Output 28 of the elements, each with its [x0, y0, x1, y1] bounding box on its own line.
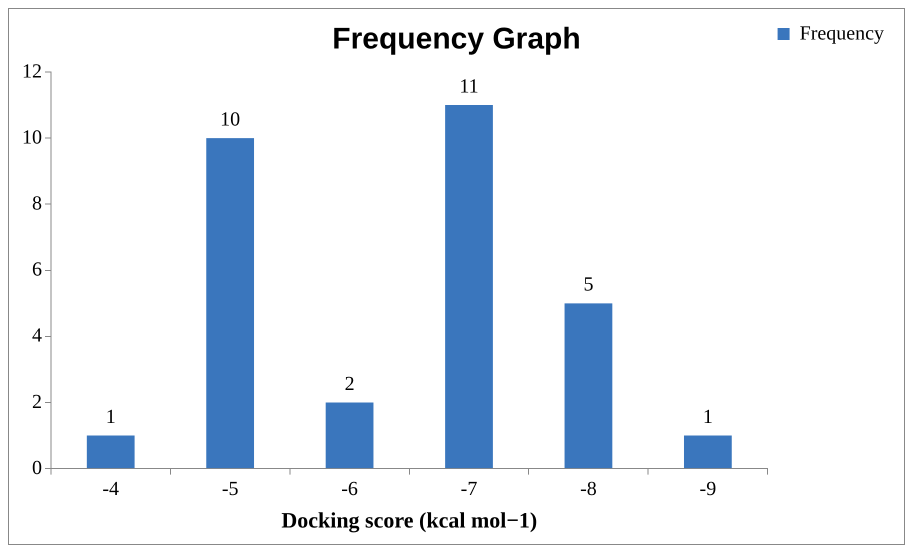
- bar: [206, 138, 254, 468]
- x-tick-label: -8: [580, 478, 597, 500]
- bar: [445, 105, 493, 468]
- x-tick-label: -5: [222, 478, 238, 500]
- y-tick-label: 12: [22, 60, 42, 82]
- legend-label: Frequency: [800, 22, 884, 44]
- x-axis-title: Docking score (kcal mol−1): [281, 507, 538, 532]
- x-tick-label: -7: [460, 478, 478, 500]
- bar: [86, 436, 135, 468]
- bar: [326, 402, 374, 468]
- y-tick-label: 10: [22, 126, 42, 148]
- y-tick-label: 6: [32, 258, 42, 281]
- data-label: 1: [702, 406, 713, 428]
- y-tick-label: 4: [32, 324, 42, 347]
- data-label: 10: [220, 108, 240, 130]
- x-tick-label: -6: [341, 478, 358, 500]
- x-tick-label: -9: [700, 478, 716, 500]
- data-label: 1: [106, 406, 116, 428]
- data-label: 11: [459, 75, 479, 98]
- y-tick-label: 8: [32, 192, 42, 214]
- data-label: 2: [344, 372, 355, 395]
- data-label: 5: [583, 274, 594, 296]
- x-tick-label: -4: [102, 478, 120, 500]
- y-tick-label: 2: [32, 390, 42, 413]
- y-tick-label: 0: [32, 456, 42, 479]
- chart-title: Frequency Graph: [332, 22, 581, 56]
- bar: [564, 303, 612, 468]
- bar: [684, 436, 732, 468]
